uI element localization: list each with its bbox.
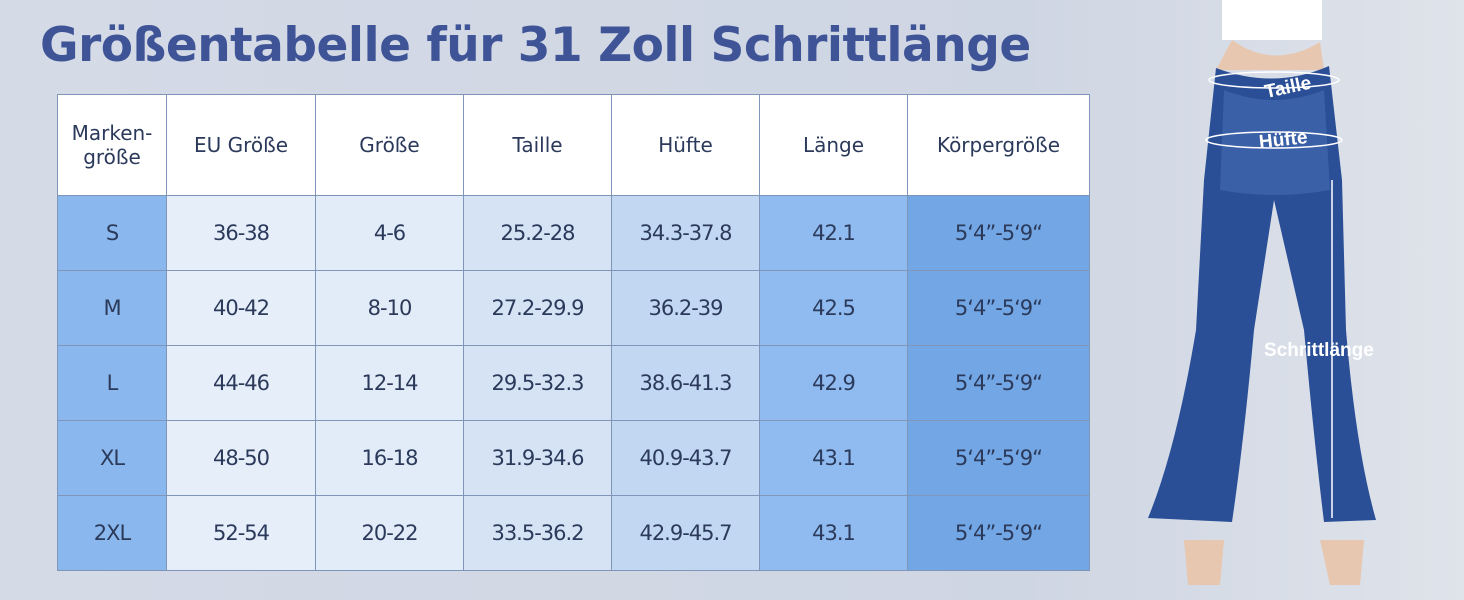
table-row: XL 48-50 16-18 31.9-34.6 40.9-43.7 43.1 5‘4”-5… [57,420,1090,496]
table-cell: 43.1 [759,420,908,496]
table-cell: 34.3-37.8 [611,195,760,271]
table-row: 2XL 52-54 20-22 33.5-36.2 42.9-45.7 43.1 5‘4”-… [57,495,1090,571]
table-cell: 5‘4”-5‘9“ [907,195,1090,271]
table-row: S 36-38 4-6 25.2-28 34.3-37.8 42.1 5‘4”-5‘9“ [57,195,1090,271]
column-header: Körpergröße [907,94,1090,196]
top [1222,0,1322,40]
jeans-highlight [1220,90,1330,195]
table-cell: 43.1 [759,495,908,571]
waist-line [1208,71,1340,89]
column-header: Größe [315,94,464,196]
title: Größentabelle für 31 Zoll Schrittlänge [40,18,1031,73]
table-cell: 5‘4”-5‘9“ [907,345,1090,421]
table-cell: 25.2-28 [463,195,612,271]
table-cell: 42.5 [759,270,908,346]
table-cell: M [57,270,167,346]
table-cell: 5‘4”-5‘9“ [907,495,1090,571]
table-cell: 5‘4”-5‘9“ [907,270,1090,346]
column-header: Marken- größe [57,94,167,196]
table-row: L 44-46 12-14 29.5-32.3 38.6-41.3 42.9 5‘4”-5‘… [57,345,1090,421]
feet [1184,540,1364,585]
table-cell: 33.5-36.2 [463,495,612,571]
table-cell: 8-10 [315,270,464,346]
table-cell: 38.6-41.3 [611,345,760,421]
hip-label: Hüfte [1258,127,1308,153]
table-cell: XL [57,420,167,496]
table-cell: 5‘4”-5‘9“ [907,420,1090,496]
table-cell: 20-22 [315,495,464,571]
table-cell: 52-54 [166,495,316,571]
column-header: Länge [759,94,908,196]
hip-line [1205,131,1343,149]
table-cell: 36-38 [166,195,316,271]
table-cell: 42.1 [759,195,908,271]
table-cell: L [57,345,167,421]
table-cell: 44-46 [166,345,316,421]
column-header: EU Größe [166,94,316,196]
inseam-label: Schrittlänge [1264,340,1374,361]
model-figure: Taille Hüfte Schrittlänge [1148,0,1376,585]
table-cell: 42.9-45.7 [611,495,760,571]
table-cell: 48-50 [166,420,316,496]
table-cell: 42.9 [759,345,908,421]
table-cell: 2XL [57,495,167,571]
table-cell: 31.9-34.6 [463,420,612,496]
column-header: Hüfte [611,94,760,196]
table-cell: S [57,195,167,271]
size-table: Marken- größe EU Größe Größe Taille Hüfte Län… [57,94,1090,571]
table-cell: 40-42 [166,270,316,346]
table-cell: 12-14 [315,345,464,421]
table-row: M 40-42 8-10 27.2-29.9 36.2-39 42.5 5‘4”-5‘9“ [57,270,1090,346]
column-header: Taille [463,94,612,196]
header-row: Marken- größe EU Größe Größe Taille Hüfte Län… [57,94,1090,196]
skin [1216,40,1324,70]
table-cell: 16-18 [315,420,464,496]
table-cell: 36.2-39 [611,270,760,346]
table-cell: 4-6 [315,195,464,271]
table-cell: 40.9-43.7 [611,420,760,496]
table-cell: 27.2-29.9 [463,270,612,346]
table-cell: 29.5-32.3 [463,345,612,421]
